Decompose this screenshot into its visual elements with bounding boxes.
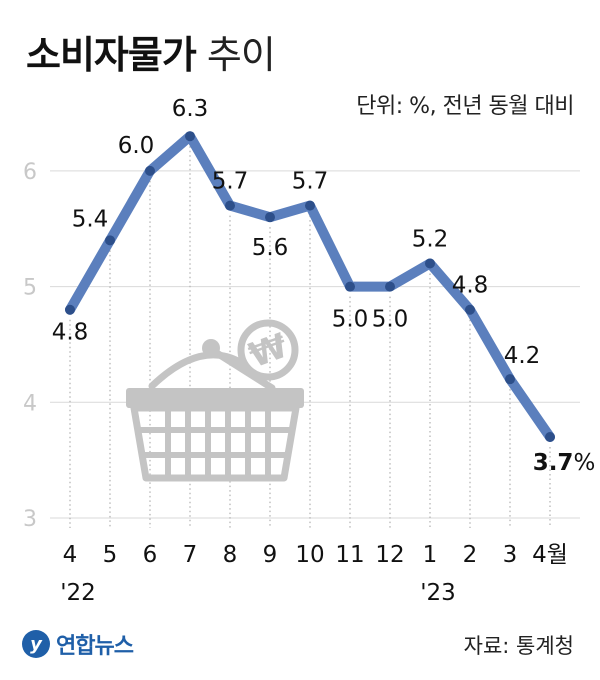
data-label-layer: 4.85.46.06.35.75.65.75.0 5.05.24.84.23.7% [52, 96, 596, 476]
y-tick-label: 6 [23, 160, 37, 185]
shopping-basket-icon: ₩ [126, 319, 304, 482]
unit-label: 단위: %, 전년 동월 대비 [356, 94, 574, 119]
data-label: 5.4 [72, 206, 109, 232]
chart-title: 소비자물가 추이 [26, 24, 276, 79]
data-point [225, 200, 235, 211]
data-point [545, 432, 555, 443]
x-tick-label: 11 [335, 542, 364, 568]
x-tick-label: 4 [63, 542, 78, 568]
data-label: 4.8 [452, 273, 489, 299]
data-label: 6.3 [172, 96, 209, 122]
x-tick-label: 3 [503, 542, 518, 568]
year-label: '23 [420, 580, 456, 606]
data-point [145, 165, 155, 176]
x-tick-label: 4월 [532, 542, 568, 568]
data-label: 4.2 [504, 343, 541, 369]
basket-body [130, 404, 300, 482]
y-axis-ticks: 3 4 5 6 [23, 160, 37, 532]
x-tick-label: 7 [183, 542, 198, 568]
basket-handle-right [208, 346, 276, 392]
data-point [465, 304, 475, 315]
data-point [345, 281, 355, 292]
data-point [185, 131, 195, 142]
data-point [65, 304, 75, 315]
data-label: 3.7% [533, 450, 596, 476]
y-tick-label: 5 [23, 276, 37, 301]
data-point [385, 281, 395, 292]
won-coin [237, 319, 299, 381]
basket-rim [126, 388, 304, 408]
y-tick-label: 4 [23, 391, 37, 416]
x-tick-label: 1 [423, 542, 438, 568]
y-tick-label: 3 [23, 507, 37, 532]
x-tick-label: 2 [463, 542, 478, 568]
data-label: 5.2 [412, 226, 449, 252]
basket-knob [202, 339, 220, 357]
data-label: 5.7 [212, 169, 249, 195]
x-tick-label: 9 [263, 542, 278, 568]
yonhap-logo: y 연합뉴스 [22, 628, 134, 660]
x-tick-label: 5 [103, 542, 118, 568]
logo-icon: y [22, 630, 50, 658]
data-point [265, 212, 275, 223]
data-label: 6.0 [118, 133, 155, 159]
x-tick-label: 12 [375, 542, 404, 568]
data-point [105, 235, 115, 246]
data-label: 5.0 [372, 307, 409, 333]
x-axis-ticks: 4 5 6 7 8 9 10 11 12 1 2 3 4월'22'23 [60, 542, 568, 606]
data-label: 4.8 [52, 320, 89, 346]
source-label: 자료: 통계청 [463, 634, 574, 658]
x-tick-label: 8 [223, 542, 238, 568]
year-label: '22 [60, 580, 96, 606]
x-tick-label: 6 [143, 542, 158, 568]
title-sub: 추이 [206, 33, 276, 77]
x-tick-label: 10 [295, 542, 324, 568]
data-point [425, 258, 435, 269]
data-label: 5.0 [332, 307, 369, 333]
data-label: 5.7 [292, 169, 329, 195]
title-main: 소비자물가 [26, 33, 197, 77]
data-point [505, 374, 515, 385]
logo-text: 연합뉴스 [56, 634, 134, 659]
data-point [305, 200, 315, 211]
data-label: 5.6 [252, 235, 289, 261]
marker-layer [65, 131, 555, 443]
